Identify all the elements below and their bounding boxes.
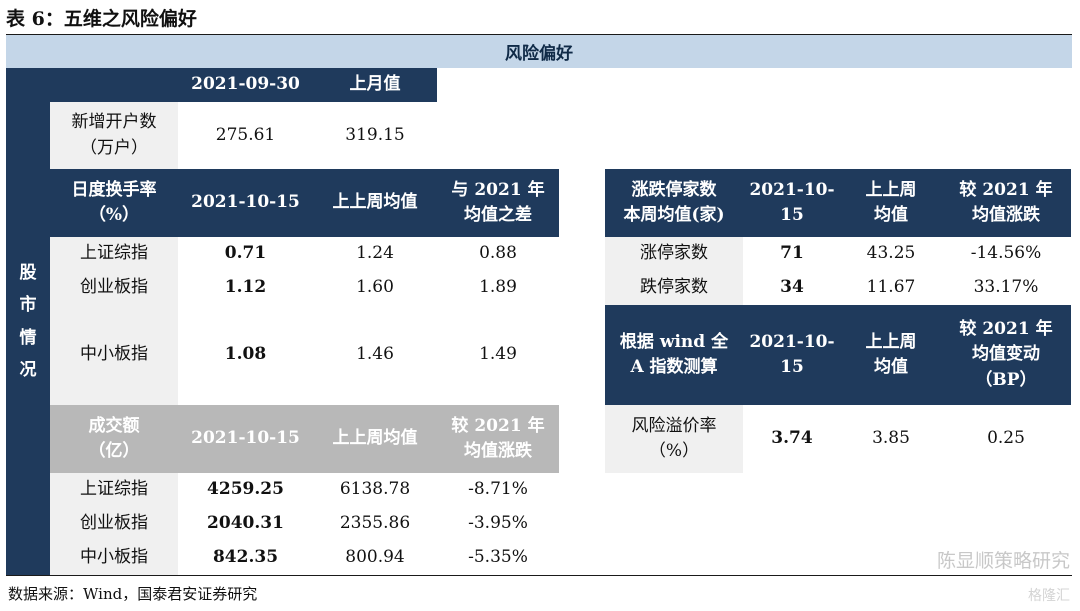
acct-value: 275.61 — [215, 124, 276, 145]
erp-prev-value: 3.85 — [872, 428, 910, 449]
turnover-header-prev: 上上周均值 — [313, 169, 437, 237]
limit-row-diff: 33.17% — [973, 277, 1039, 298]
volume-row-prev: 800.94 — [345, 547, 405, 568]
turnover-row-prev: 1.24 — [356, 243, 394, 264]
erp-header-date: 2021-10- 15 — [743, 305, 841, 405]
limit-header-label: 涨跌停家数 本周均值(家) — [605, 169, 743, 237]
limit-header-date: 2021-10- 15 — [743, 169, 841, 237]
volume-header-label: 成交额 （亿） — [50, 405, 178, 473]
turnover-row-prev: 1.60 — [356, 277, 394, 298]
erp-header-prev: 上上周 均值 — [841, 305, 941, 405]
volume-row-prev: 2355.86 — [339, 513, 411, 534]
volume-row-name: 创业板指 — [50, 507, 178, 541]
turnover-header-diff: 与 2021 年 均值之差 — [437, 169, 559, 237]
limit-row-value: 34 — [780, 277, 804, 298]
volume-row-value: 2040.31 — [207, 513, 284, 534]
erp-header-diff: 较 2021 年 均值变动 （BP） — [941, 305, 1071, 405]
turnover-row-diff: 1.49 — [479, 344, 517, 365]
volume-row-name: 上证综指 — [50, 473, 178, 507]
volume-row-diff: -5.35% — [468, 547, 528, 568]
turnover-row-diff: 0.88 — [479, 243, 517, 264]
erp-value: 3.74 — [771, 428, 813, 449]
acct-header-blank — [50, 68, 178, 102]
acct-header-prev: 上月值 — [313, 68, 437, 102]
volume-row-prev: 6138.78 — [339, 479, 411, 500]
turnover-row-name: 上证综指 — [50, 237, 178, 271]
volume-row-name: 中小板指 — [50, 541, 178, 575]
turnover-row-name: 创业板指 — [50, 271, 178, 305]
table-title: 表 6：五维之风险偏好 — [6, 7, 197, 30]
turnover-header-date: 2021-10-15 — [178, 169, 313, 237]
turnover-row-value: 0.71 — [224, 243, 267, 264]
volume-header-prev: 上上周均值 — [313, 405, 437, 473]
watermark-logo: 格隆汇 — [1028, 588, 1070, 604]
turnover-row-diff: 1.89 — [479, 277, 517, 298]
volume-header-date: 2021-10-15 — [178, 405, 313, 473]
limit-header-prev: 上上周 均值 — [841, 169, 941, 237]
turnover-header-label: 日度换手率 （%） — [50, 169, 178, 237]
limit-row-prev: 43.25 — [866, 243, 916, 264]
limit-row-value: 71 — [780, 243, 804, 264]
volume-header-diff: 较 2021 年 均值涨跌 — [437, 405, 559, 473]
limit-row-diff: -14.56% — [970, 243, 1042, 264]
source-note: 数据来源：Wind，国泰君安证券研究 — [8, 584, 258, 603]
acct-header-date: 2021-09-30 — [178, 68, 313, 102]
volume-row-value: 842.35 — [212, 547, 279, 568]
volume-row-diff: -8.71% — [468, 479, 528, 500]
limit-header-diff: 较 2021 年 均值涨跌 — [941, 169, 1071, 237]
turnover-row-name: 中小板指 — [50, 305, 178, 405]
volume-row-diff: -3.95% — [468, 513, 528, 534]
turnover-row-prev: 1.46 — [356, 344, 394, 365]
turnover-row-value: 1.08 — [224, 344, 267, 365]
section-band: 风险偏好 — [6, 35, 1072, 68]
limit-row-name: 涨停家数 — [605, 237, 743, 271]
volume-row-value: 4259.25 — [207, 479, 284, 500]
top-rule — [6, 34, 1072, 35]
bottom-rule — [6, 575, 1072, 576]
acct-prev-value: 319.15 — [345, 124, 405, 145]
turnover-row-value: 1.12 — [224, 277, 267, 298]
acct-label: 新增开户数 （万户） — [50, 102, 178, 169]
erp-diff-value: 0.25 — [987, 428, 1025, 449]
side-label: 股 市 情 况 — [6, 68, 50, 575]
erp-label: 风险溢价率 （%） — [605, 405, 743, 473]
limit-row-name: 跌停家数 — [605, 271, 743, 305]
erp-header-label: 根据 wind 全 A 指数测算 — [605, 305, 743, 405]
watermark: 陈显顺策略研究 — [936, 550, 1070, 572]
limit-row-prev: 11.67 — [866, 277, 916, 298]
